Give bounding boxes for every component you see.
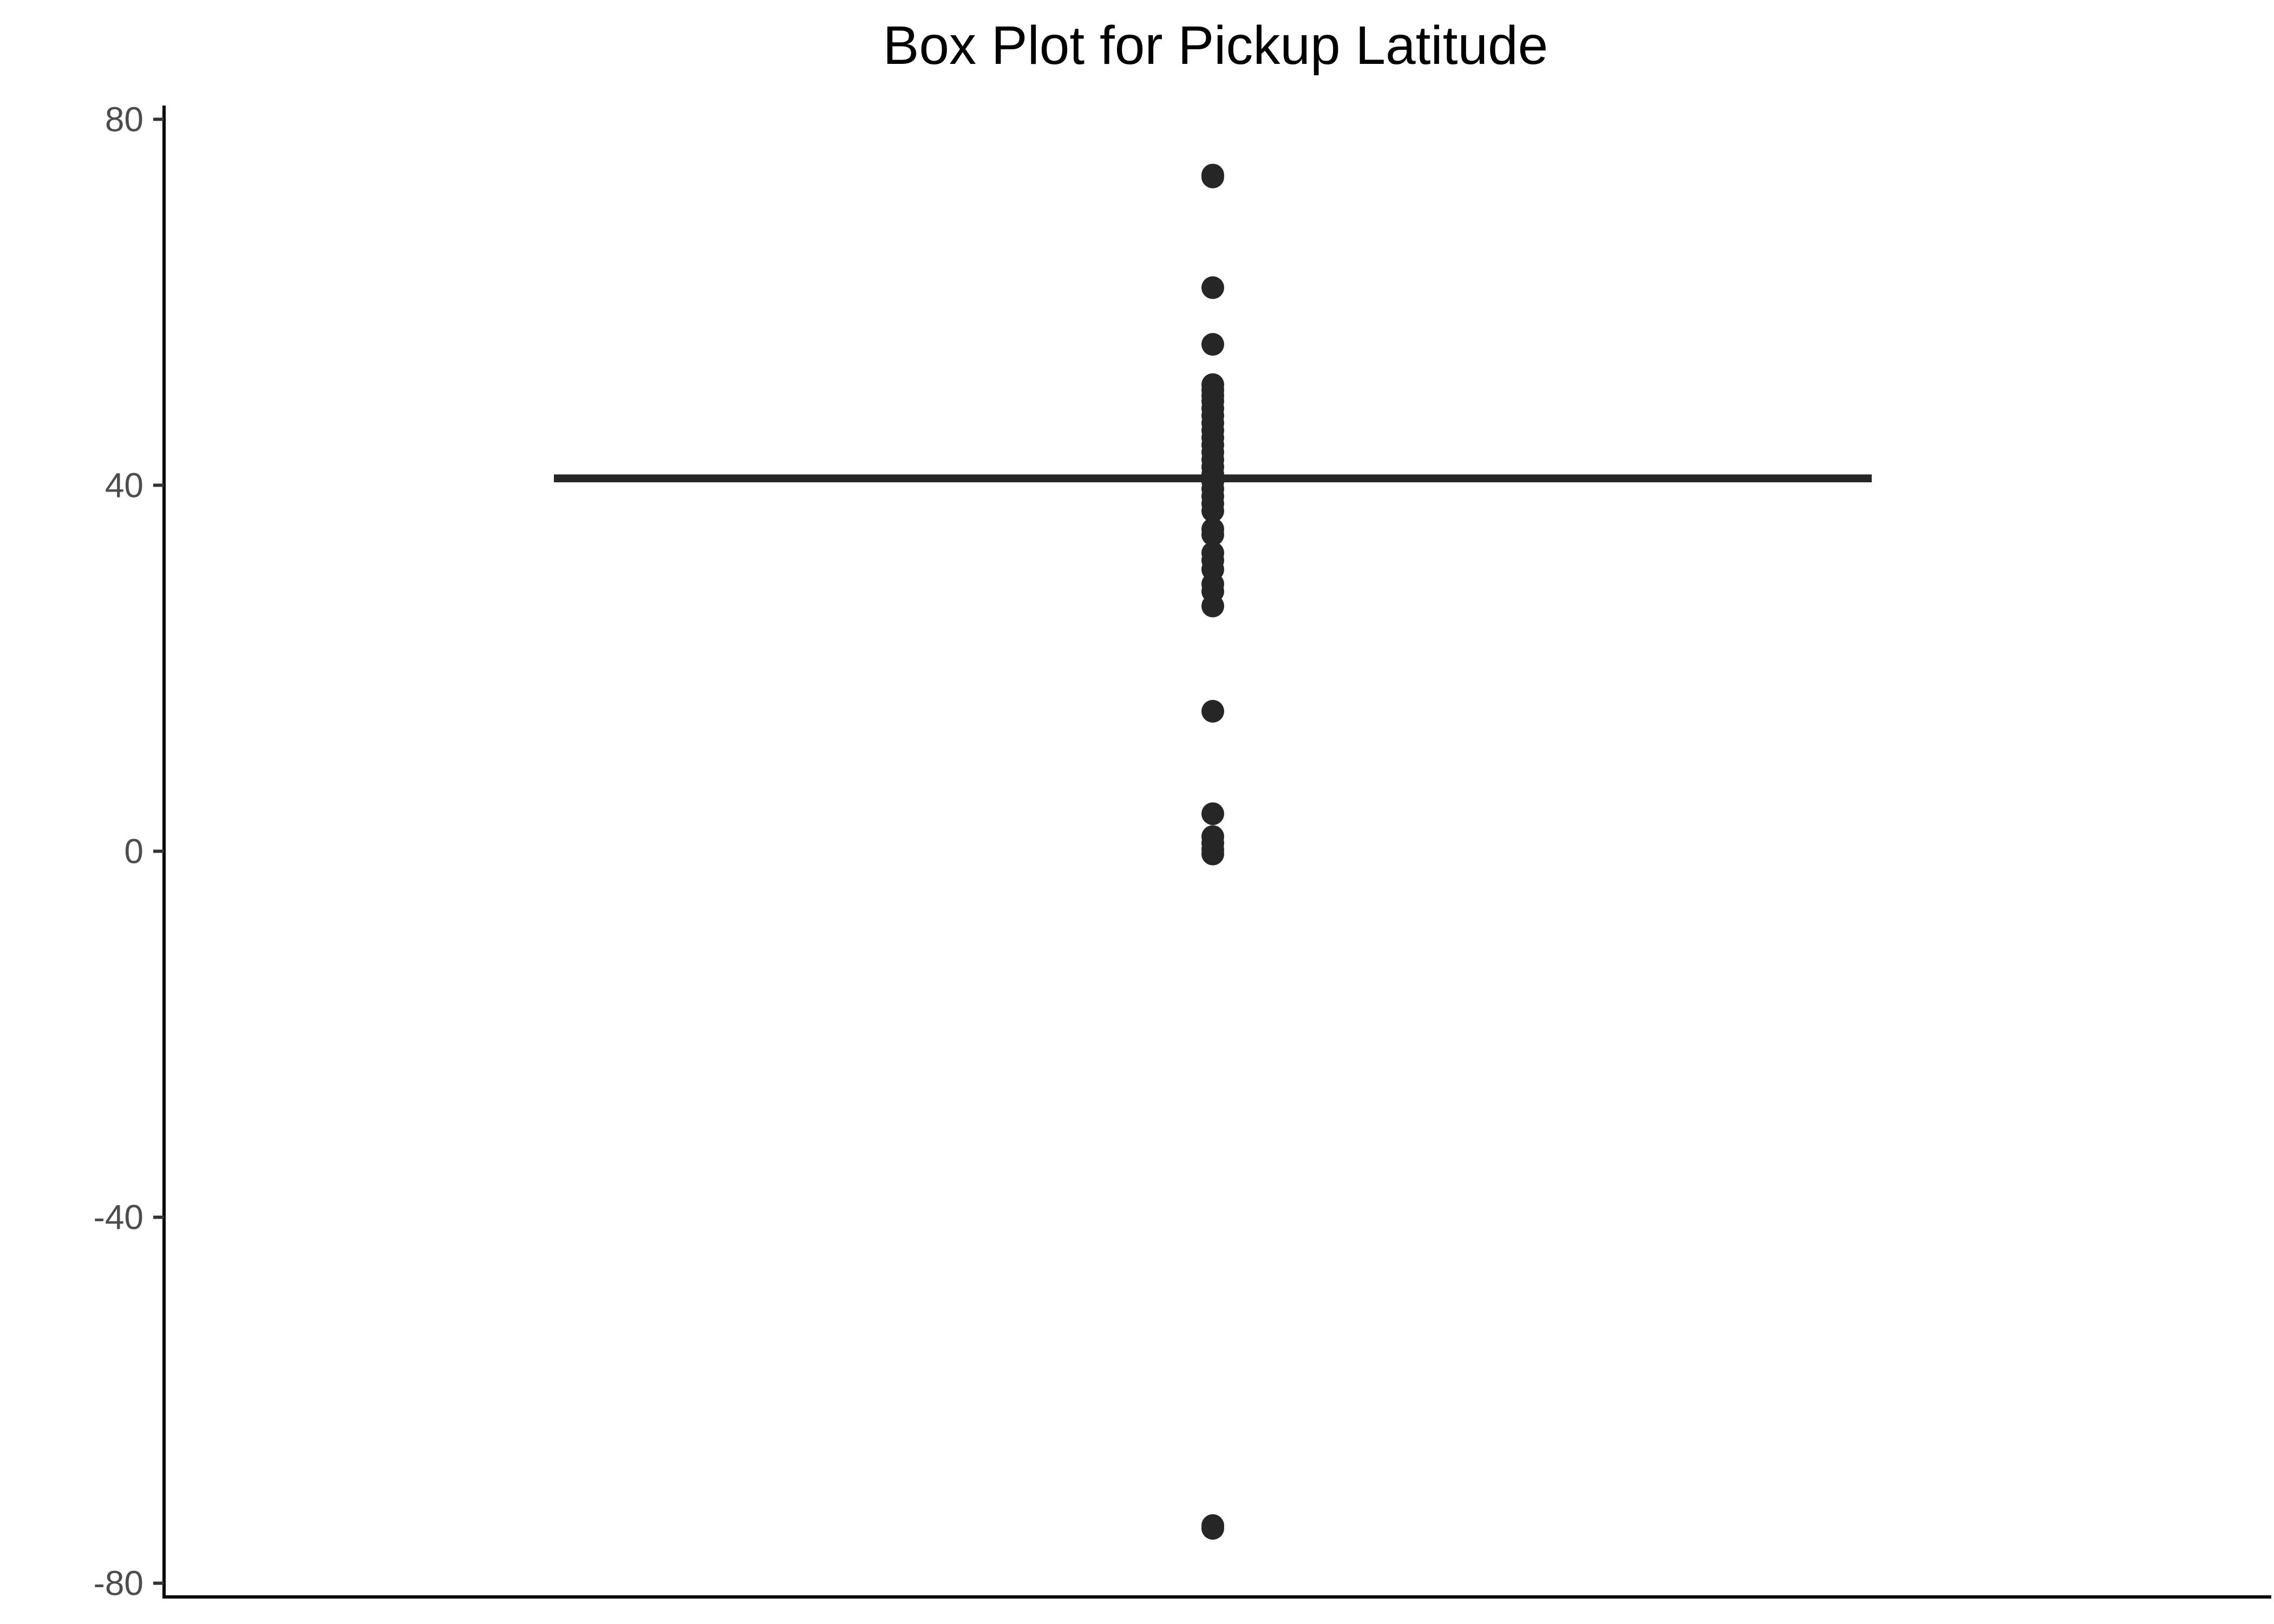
outlier-point — [1201, 802, 1224, 826]
y-tick-label: 80 — [105, 100, 143, 139]
outlier-point — [1201, 594, 1224, 618]
outlier-point — [1201, 165, 1224, 188]
y-tick-label: -80 — [94, 1564, 144, 1603]
y-tick-label: -40 — [94, 1198, 144, 1237]
plot-area — [554, 163, 1872, 1540]
outlier-point — [1201, 699, 1224, 723]
outlier-point — [1201, 276, 1224, 299]
outlier-point — [1201, 333, 1224, 356]
outlier-point — [1201, 1517, 1224, 1540]
y-tick-label: 0 — [124, 832, 143, 871]
chart-title: Box Plot for Pickup Latitude — [883, 15, 1548, 76]
outlier-point — [1201, 842, 1224, 866]
y-tick-label: 40 — [105, 466, 143, 505]
outlier-point — [1201, 523, 1224, 546]
outlier-point — [1201, 499, 1224, 522]
y-axis-ticks: 80 40 0 -40 -80 — [94, 100, 164, 1603]
